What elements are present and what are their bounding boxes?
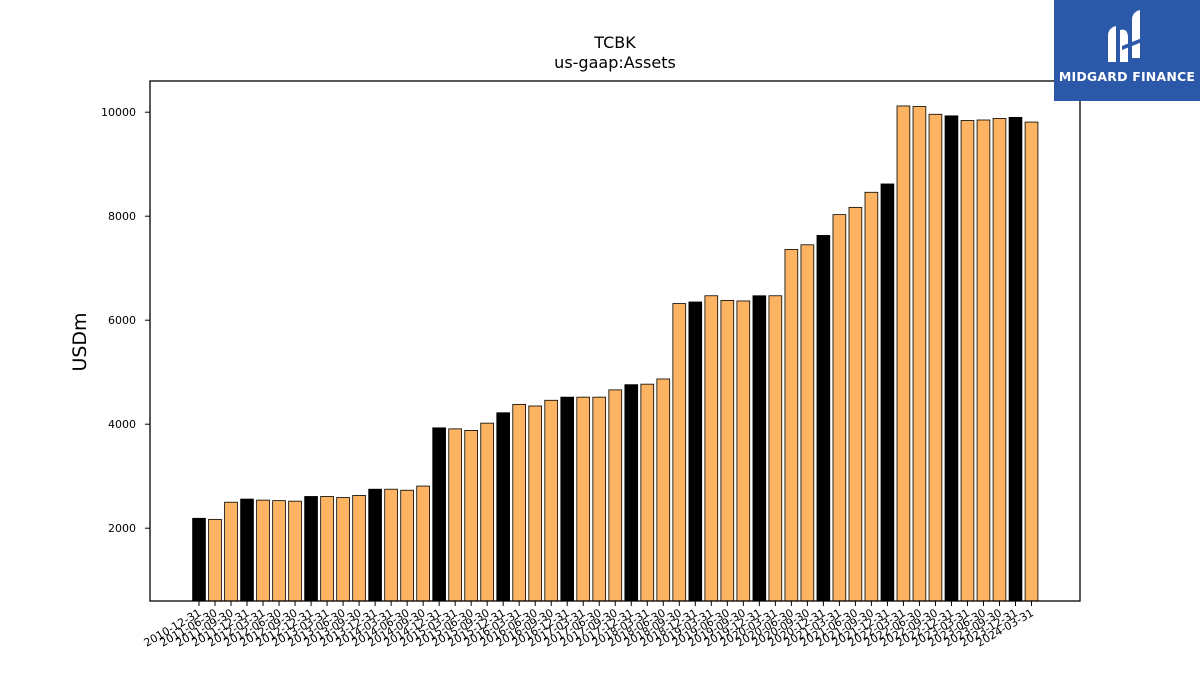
bar-2010-12-31 (192, 517, 206, 602)
bar-2020-06-30 (784, 249, 799, 602)
bar-2022-06-30 (912, 106, 927, 602)
bar-2021-03-31 (832, 214, 847, 602)
bar-2021-06-30 (848, 206, 863, 602)
y-tick-label: 10000 (101, 106, 136, 119)
bar-2022-12-31 (944, 115, 959, 602)
bar-2018-12-31 (688, 301, 703, 602)
bar-2017-09-30 (608, 389, 623, 602)
bar-2016-12-31 (560, 396, 575, 602)
bar-2014-06-30 (400, 489, 414, 602)
bar-2012-12-31 (304, 496, 318, 602)
bar-2017-12-31 (624, 384, 639, 602)
bar-2021-12-31 (880, 183, 895, 602)
bar-2016-03-31 (512, 404, 526, 602)
bar-2017-06-30 (592, 396, 607, 602)
bar-2016-09-30 (544, 399, 559, 602)
bar-2015-09-30 (480, 422, 494, 602)
bar-2013-06-30 (336, 497, 350, 602)
bar-2020-12-31 (816, 235, 831, 602)
bar-2011-09-30 (224, 501, 238, 602)
bar-2014-09-30 (416, 485, 430, 602)
y-axis-label: USDm (69, 312, 91, 371)
bar-2011-06-30 (208, 518, 222, 602)
bar-2017-03-31 (576, 396, 591, 602)
x-axis: 2010-12-312011-06-302011-09-302011-12-31… (142, 601, 1036, 650)
bar-2022-09-30 (928, 113, 943, 602)
bar-2019-06-30 (720, 300, 735, 602)
bar-2023-06-30 (976, 119, 991, 602)
bar-2018-09-30 (672, 303, 687, 602)
bar-2012-09-30 (288, 500, 302, 602)
bar-2020-09-30 (800, 244, 815, 602)
y-tick-label: 2000 (108, 522, 136, 535)
bar-2019-12-31 (752, 295, 767, 602)
bar-2013-12-31 (368, 488, 382, 602)
y-tick-label: 4000 (108, 418, 136, 431)
bar-2015-06-30 (464, 430, 478, 602)
bar-2019-03-31 (704, 295, 719, 602)
bar-2023-12-31 (1008, 117, 1023, 602)
bar-2013-03-31 (320, 496, 334, 602)
plot-frame (149, 80, 1081, 602)
bar-2018-03-31 (640, 383, 655, 602)
bar-2024-03-31 (1024, 121, 1039, 602)
bar-2018-06-30 (656, 378, 671, 602)
bar-2019-09-30 (736, 300, 751, 602)
bar-2023-09-30 (992, 118, 1007, 602)
bars-group (192, 105, 1039, 602)
bar-2012-06-30 (272, 500, 286, 602)
chart-title: TCBK (593, 33, 636, 52)
y-tick-label: 6000 (108, 314, 136, 327)
bar-2015-12-31 (496, 412, 510, 602)
bar-2011-12-31 (240, 498, 254, 602)
bar-2013-09-30 (352, 495, 366, 602)
bar-2021-09-30 (864, 191, 879, 602)
y-tick-label: 8000 (108, 210, 136, 223)
bar-2023-03-31 (960, 120, 975, 602)
brand-logo: MIDGARD FINANCE (1054, 0, 1200, 101)
bar-2014-03-31 (384, 488, 398, 602)
logo-text: MIDGARD FINANCE (1058, 69, 1196, 84)
bar-2020-03-31 (768, 295, 783, 602)
midgard-logo-icon (1108, 10, 1142, 63)
bar-2015-03-31 (448, 428, 462, 602)
y-axis: 2000 4000 6000 8000 10000 (101, 106, 150, 535)
bar-2014-12-31 (432, 427, 446, 602)
bar-2016-06-30 (528, 405, 543, 602)
bar-2012-03-31 (256, 499, 270, 602)
chart-subtitle: us-gaap:Assets (554, 53, 676, 72)
bar-2022-03-31 (896, 105, 911, 602)
